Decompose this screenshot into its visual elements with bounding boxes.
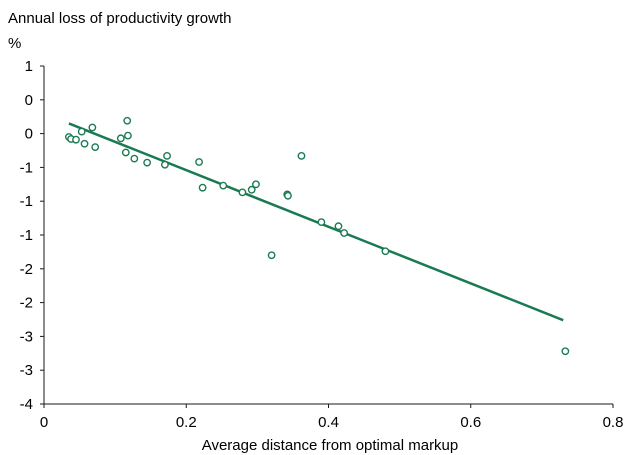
x-axis-label: Average distance from optimal markup [202,437,459,454]
y-tick-label: -2 [20,295,33,312]
y-tick-label: -2 [20,261,33,278]
data-point [267,251,276,260]
x-axis-ticks: 0 0.2 0.4 0.6 0.8 [40,404,624,431]
data-point [247,185,256,194]
data-point [334,222,343,231]
data-point [198,183,207,192]
data-point [161,160,169,169]
data-point [317,218,326,227]
data-point [124,131,132,140]
data-point [195,158,203,166]
data-point [238,188,247,197]
trendline-group [68,122,564,322]
x-tick-label: 0.4 [318,414,339,431]
data-point [77,127,86,136]
data-point [72,135,80,144]
y-axis-ticks: 1 0 0 -1 -1 -1 -2 -2 -3 -3 -4 [20,58,44,413]
data-point [252,180,260,189]
y-unit-label: % [8,35,21,52]
data-point [219,181,228,190]
y-tick-label: 0 [25,126,33,143]
y-tick-label: 0 [25,92,33,109]
data-point [123,116,132,125]
y-tick-label: -4 [20,396,33,413]
data-point [143,158,152,167]
trendline [68,122,564,322]
data-point [163,152,171,160]
data-point [130,154,139,163]
x-tick-label: 0.6 [460,414,481,431]
data-point [561,347,570,356]
data-point [116,134,125,143]
data-points [64,116,570,356]
data-point [80,139,89,148]
data-point [88,123,97,132]
x-tick-label: 0.8 [603,414,624,431]
data-point [284,191,292,200]
y-tick-label: 1 [25,58,33,75]
x-tick-label: 0 [40,414,48,431]
data-point [340,229,349,237]
data-point [91,143,100,152]
chart-title: Annual loss of productivity growth [8,10,231,27]
y-tick-label: -1 [20,159,33,176]
data-point [121,148,130,157]
data-point [297,152,306,160]
y-tick-label: -1 [20,193,33,210]
y-tick-label: -3 [20,362,33,379]
x-tick-label: 0.2 [176,414,197,431]
data-point [381,247,390,256]
y-tick-label: -3 [20,328,33,345]
y-tick-label: -1 [20,227,33,244]
